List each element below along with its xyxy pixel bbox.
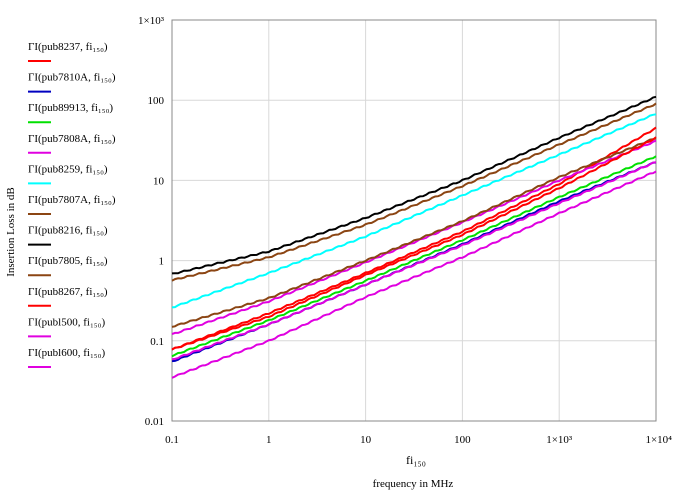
x-axis-label: frequency in MHz (373, 478, 454, 490)
y-tick-label: 100 (148, 95, 165, 107)
series-line (171, 161, 657, 361)
x-tick-label: 1 (266, 434, 272, 446)
x-tick-label: 1×10⁴ (645, 434, 672, 446)
legend-entry-label: ΓI(pub8216, fi₁₅₀) (28, 225, 108, 237)
y-tick-label: 0.01 (145, 416, 164, 428)
series-line (171, 136, 657, 351)
series-line (171, 170, 657, 379)
y-tick-label: 1 (159, 256, 165, 268)
grid-lines (171, 19, 657, 422)
series-line (171, 137, 657, 328)
plot-area-frame (171, 19, 657, 422)
series-line (171, 139, 657, 336)
legend-entry-label: ΓI(pub7810A, fi₁₅₀) (28, 72, 116, 84)
x-tick-label: 10 (360, 434, 372, 446)
series-line (171, 155, 657, 358)
series-line (171, 113, 657, 309)
y-tick-labels: 0.01 0.1 1 10 100 1×10³ (138, 15, 165, 428)
series-line (171, 102, 657, 282)
x-axis-variable: fi₁₅₀ (406, 453, 426, 467)
y-tick-label: 0.1 (150, 336, 164, 348)
legend-entry-label: ΓI(pub8267, fi₁₅₀) (28, 286, 108, 298)
legend-entry-label: ΓI(pub89913, fi₁₅₀) (28, 102, 113, 114)
series-lines (171, 95, 657, 379)
legend: ΓI(pub8237, fi₁₅₀) ΓI(pub7810A, fi₁₅₀) ΓI(… (28, 41, 116, 368)
x-tick-label: 0.1 (165, 434, 179, 446)
x-tick-label: 1×10³ (546, 434, 573, 446)
x-tick-label: 100 (454, 434, 471, 446)
legend-entry-label: ΓI(pub7808A, fi₁₅₀) (28, 133, 116, 145)
series-line (171, 95, 657, 275)
y-tick-label: 1×10³ (138, 15, 165, 27)
y-tick-label: 10 (153, 175, 165, 187)
legend-entry-label: ΓI(pub7807A, fi₁₅₀) (28, 194, 116, 206)
legend-entry-label: ΓI(publ500, fi₁₅₀) (28, 316, 105, 328)
legend-entry-label: ΓI(publ600, fi₁₅₀) (28, 347, 105, 359)
x-tick-labels: 0.1 1 10 100 1×10³ 1×10⁴ (165, 434, 672, 446)
legend-entry-label: ΓI(pub7805, fi₁₅₀) (28, 255, 108, 267)
legend-entry-label: ΓI(pub8237, fi₁₅₀) (28, 41, 108, 53)
legend-entry-label: ΓI(pub8259, fi₁₅₀) (28, 163, 108, 175)
y-axis-label: Insertion Loss in dB (5, 187, 17, 277)
series-line (171, 126, 657, 351)
